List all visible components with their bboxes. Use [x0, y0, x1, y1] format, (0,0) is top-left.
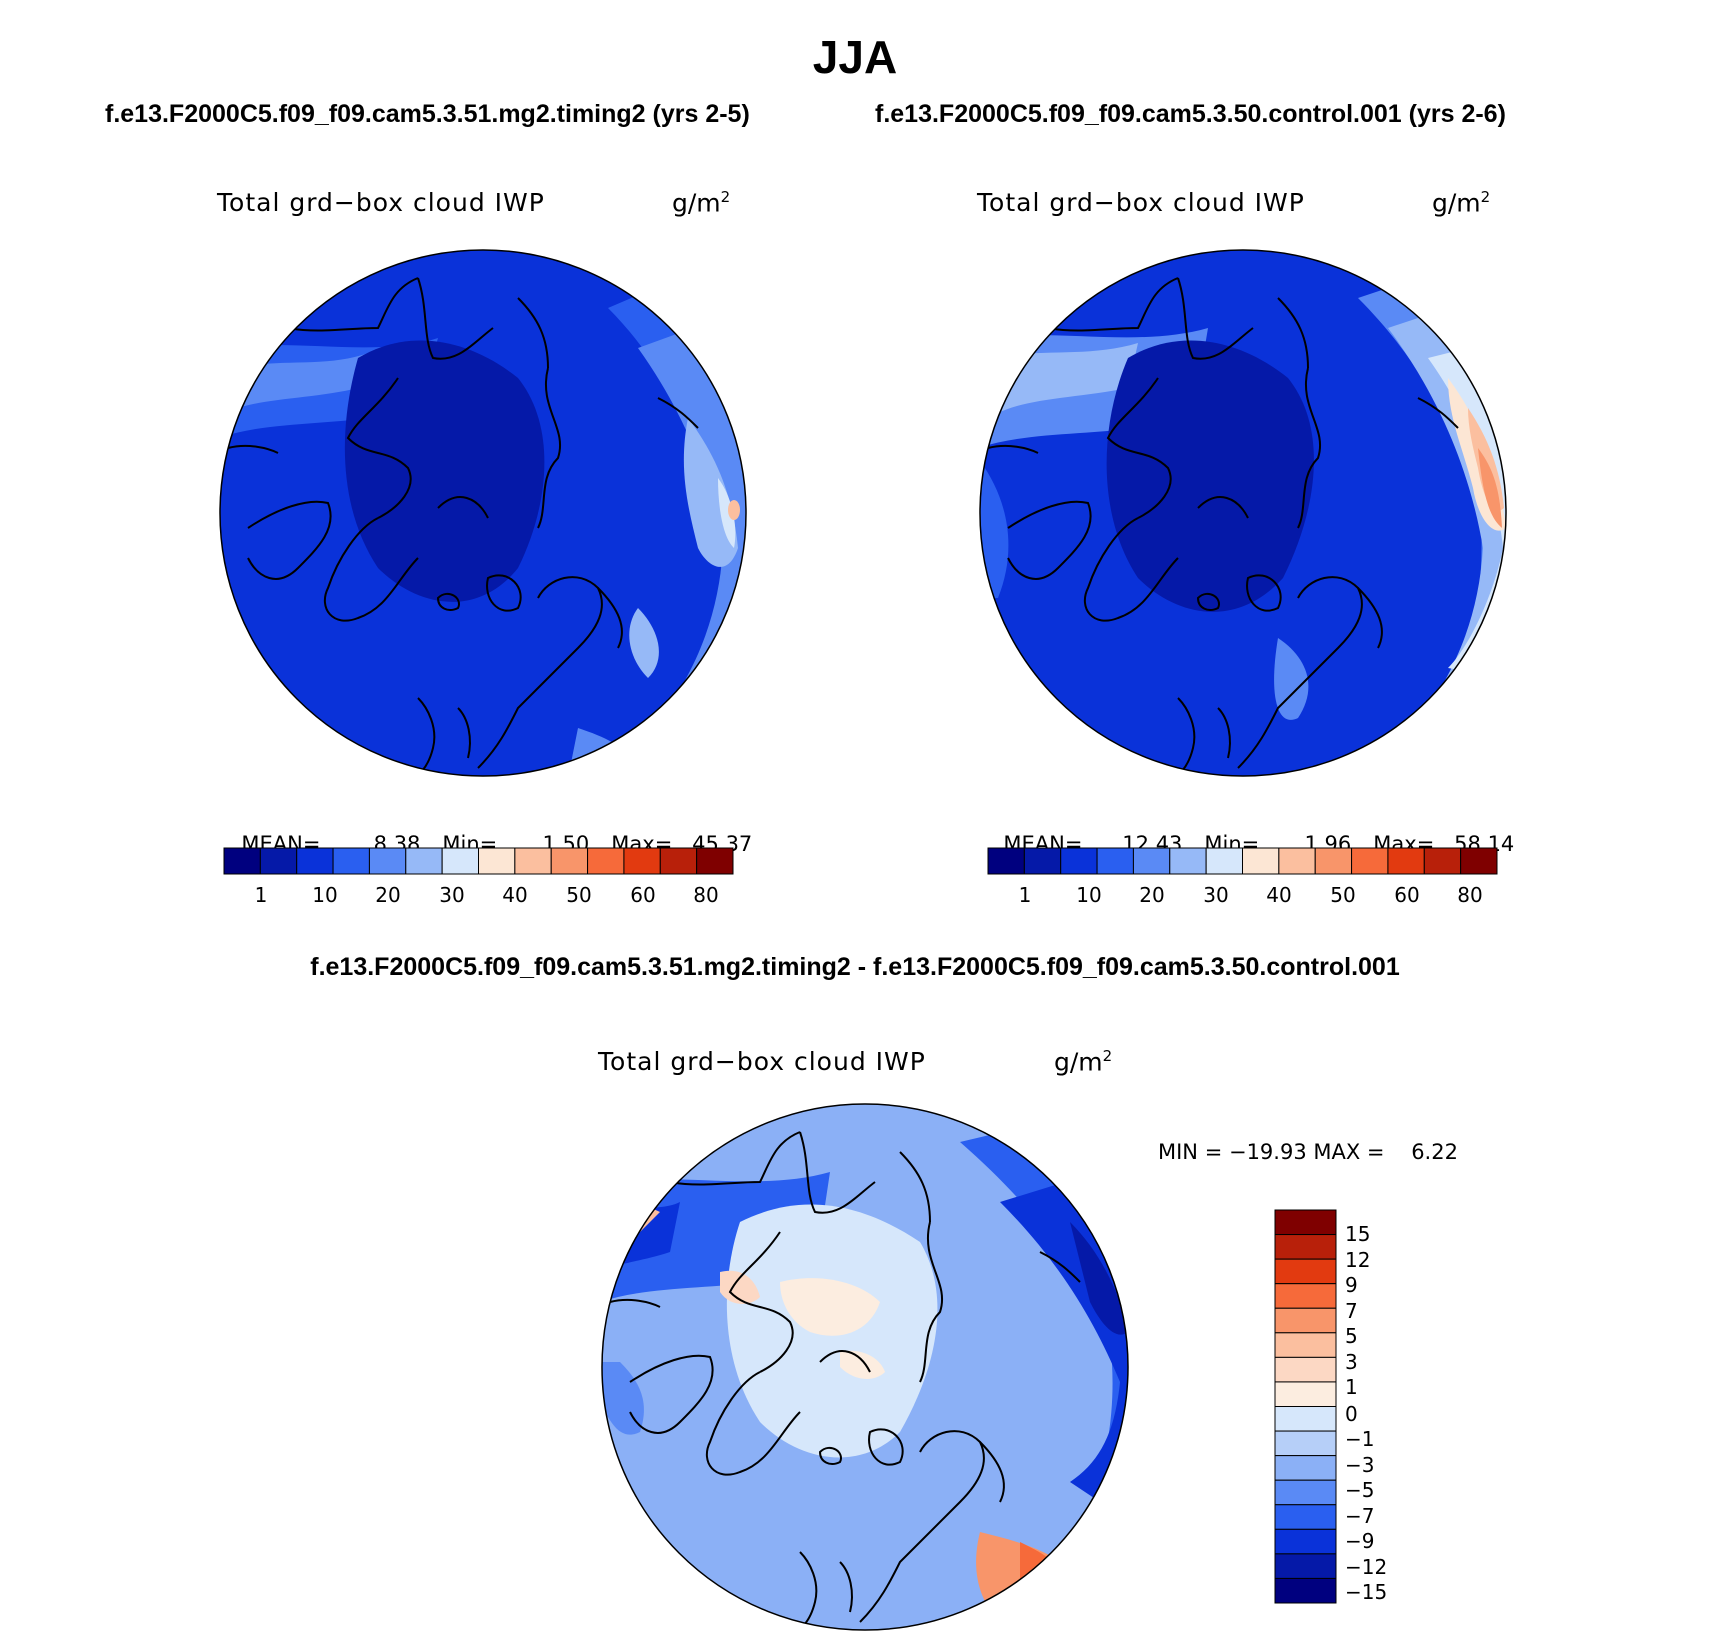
- tick-label: 60: [1394, 883, 1420, 907]
- tick-label: −15: [1345, 1580, 1388, 1604]
- colorbar-left: [223, 847, 734, 875]
- tick-label: 10: [312, 883, 338, 907]
- tick-label: 40: [1266, 883, 1292, 907]
- unit-label-diff: g/m2: [1054, 1047, 1113, 1077]
- colorbar-swatch: [1274, 1577, 1337, 1604]
- tick-label: 15: [1345, 1222, 1371, 1246]
- tick-label: 80: [1457, 883, 1483, 907]
- tick-label: 7: [1345, 1299, 1358, 1323]
- colorbar-right: [987, 847, 1498, 875]
- colorbar-swatch: [1242, 847, 1280, 875]
- tick-label: 1: [254, 883, 268, 907]
- tick-label: 1: [1018, 883, 1032, 907]
- variable-label-left: Total grd−box cloud IWP: [217, 188, 545, 217]
- tick-label: 20: [1139, 883, 1165, 907]
- tick-label: 40: [502, 883, 528, 907]
- colorbar-swatch: [478, 847, 516, 875]
- tick-label: 12: [1345, 1248, 1371, 1272]
- colorbar-swatch: [1351, 847, 1389, 875]
- variable-label-diff: Total grd−box cloud IWP: [598, 1047, 926, 1076]
- colorbar-ticks-right: 1 10 20 30 40 50 60 80: [988, 883, 1497, 909]
- colorbar-swatch: [623, 847, 661, 875]
- tick-label: 50: [566, 883, 592, 907]
- colorbar-swatch: [1274, 1479, 1337, 1506]
- colorbar-swatch: [1274, 1430, 1337, 1457]
- tick-label: 1: [1345, 1375, 1358, 1399]
- tick-label: 0: [1345, 1402, 1358, 1426]
- diff-minmax: MIN = −19.93 MAX = 6.22: [1158, 1140, 1458, 1164]
- tick-label: 10: [1076, 883, 1102, 907]
- tick-label: 9: [1345, 1273, 1358, 1297]
- colorbar-swatch: [1460, 847, 1498, 875]
- colorbar-swatch: [1387, 847, 1425, 875]
- colorbar-swatch: [441, 847, 479, 875]
- tick-label: 60: [630, 883, 656, 907]
- tick-label: 20: [375, 883, 401, 907]
- polar-map-right: [979, 249, 1507, 777]
- tick-label: −9: [1345, 1529, 1375, 1553]
- colorbar-swatch: [1205, 847, 1243, 875]
- diff-title: f.e13.F2000C5.f09_f09.cam5.3.51.mg2.timi…: [310, 953, 1400, 981]
- colorbar-swatch: [296, 847, 334, 875]
- colorbar-swatch: [1060, 847, 1098, 875]
- colorbar-swatch: [332, 847, 370, 875]
- tick-label: 3: [1345, 1350, 1358, 1374]
- colorbar-swatch: [514, 847, 552, 875]
- case-title-right: f.e13.F2000C5.f09_f09.cam5.3.50.control.…: [875, 100, 1506, 128]
- colorbar-swatch: [1274, 1381, 1337, 1407]
- unit-label-right: g/m2: [1432, 188, 1491, 218]
- colorbar-swatch: [1132, 847, 1171, 875]
- colorbar-swatch: [550, 847, 589, 875]
- colorbar-swatch: [587, 847, 625, 875]
- tick-label: −5: [1345, 1478, 1375, 1502]
- colorbar-swatch: [1274, 1283, 1337, 1309]
- colorbar-swatch: [987, 847, 1025, 875]
- colorbar-swatch: [1169, 847, 1207, 875]
- main-title: JJA: [812, 31, 898, 83]
- colorbar-swatch: [1278, 847, 1316, 875]
- colorbar-swatch: [1274, 1553, 1337, 1579]
- colorbar-swatch: [1023, 847, 1062, 875]
- tick-label: 80: [693, 883, 719, 907]
- tick-label: −12: [1345, 1555, 1388, 1579]
- colorbar-swatch: [1274, 1234, 1337, 1260]
- colorbar-swatch: [223, 847, 261, 875]
- tick-label: −1: [1345, 1427, 1375, 1451]
- colorbar-swatch: [1274, 1356, 1337, 1383]
- colorbar-ticks-diff: 15 12 9 7 5 3 1 0 −1 −3 −5 −7 −9 −12 −15: [1345, 1210, 1405, 1604]
- colorbar-ticks-left: 1 10 20 30 40 50 60 80: [224, 883, 733, 909]
- colorbar-swatch: [1274, 1209, 1337, 1236]
- polar-map-diff: [601, 1103, 1129, 1631]
- unit-label-left: g/m2: [672, 188, 731, 218]
- tick-label: 30: [1203, 883, 1229, 907]
- colorbar-swatch: [1274, 1307, 1337, 1334]
- colorbar-swatch: [368, 847, 407, 875]
- tick-label: −7: [1345, 1504, 1375, 1528]
- colorbar-swatch: [1274, 1258, 1337, 1285]
- colorbar-swatch: [1274, 1528, 1337, 1555]
- colorbar-swatch: [1274, 1406, 1337, 1432]
- colorbar-swatch: [1096, 847, 1134, 875]
- tick-label: 30: [439, 883, 465, 907]
- variable-label-right: Total grd−box cloud IWP: [977, 188, 1305, 217]
- tick-label: 50: [1330, 883, 1356, 907]
- colorbar-swatch: [1274, 1504, 1337, 1530]
- case-title-left: f.e13.F2000C5.f09_f09.cam5.3.51.mg2.timi…: [105, 100, 750, 128]
- tick-label: 5: [1345, 1324, 1358, 1348]
- tick-label: −3: [1345, 1453, 1375, 1477]
- polar-map-left: [219, 249, 747, 777]
- colorbar-swatch: [1274, 1332, 1337, 1358]
- colorbar-swatch: [1274, 1455, 1337, 1481]
- colorbar-swatch: [1423, 847, 1462, 875]
- colorbar-swatch: [696, 847, 734, 875]
- colorbar-diff: [1274, 1209, 1337, 1604]
- colorbar-swatch: [1314, 847, 1353, 875]
- colorbar-swatch: [405, 847, 443, 875]
- colorbar-swatch: [259, 847, 298, 875]
- colorbar-swatch: [659, 847, 698, 875]
